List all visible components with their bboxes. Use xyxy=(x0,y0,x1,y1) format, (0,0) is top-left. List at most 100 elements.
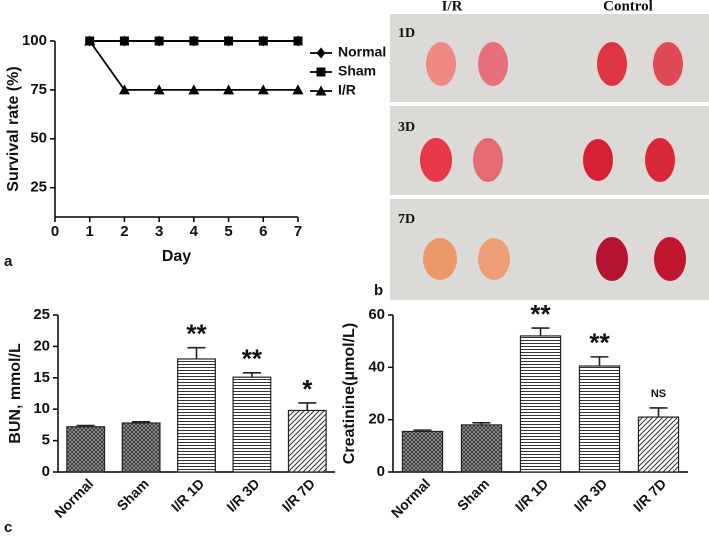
y-tick-label: 0 xyxy=(42,463,50,480)
marker xyxy=(293,35,303,47)
bar xyxy=(637,416,680,473)
marker xyxy=(189,35,199,47)
kidney xyxy=(478,238,510,280)
bar xyxy=(401,430,444,473)
annotation: ** xyxy=(186,319,207,349)
error-bar xyxy=(590,356,609,367)
annotation: ** xyxy=(589,328,610,358)
marker xyxy=(118,84,130,95)
legend-label: Sham xyxy=(338,63,376,79)
legend-label: Normal xyxy=(338,44,386,60)
x-tick-label: I/R 1D xyxy=(512,475,551,514)
y-tick-label: 75 xyxy=(30,81,47,98)
photo-column-label: Control xyxy=(603,0,653,14)
kidney xyxy=(596,237,628,281)
y-tick-label: 0 xyxy=(377,463,385,480)
kidney xyxy=(478,42,508,86)
marker xyxy=(188,84,200,95)
x-tick-label: Sham xyxy=(454,475,492,513)
kidney xyxy=(426,42,456,86)
kidney xyxy=(473,138,503,182)
annotation: * xyxy=(302,374,313,404)
y-axis-label: BUN, mmol/L xyxy=(7,343,24,444)
bar xyxy=(287,409,327,473)
kidneys xyxy=(420,42,686,281)
error-bar xyxy=(298,402,317,411)
error-bar xyxy=(531,327,550,336)
series-line xyxy=(88,40,298,91)
marker xyxy=(224,35,234,47)
y-tick-label: 25 xyxy=(33,306,50,323)
photo-row-label: 1D xyxy=(398,26,415,41)
annotation: ** xyxy=(242,344,263,374)
kidney xyxy=(423,238,457,280)
error-bar xyxy=(187,346,206,359)
marker xyxy=(292,84,304,95)
marker xyxy=(154,35,164,47)
marker xyxy=(316,47,326,59)
y-tick-label: 25 xyxy=(30,179,47,196)
x-tick-label: 5 xyxy=(224,223,232,240)
marker xyxy=(223,84,235,95)
y-tick-label: 60 xyxy=(368,306,385,323)
photo-row-label: 7D xyxy=(398,212,415,227)
marker xyxy=(153,84,165,95)
error-bar xyxy=(472,422,491,425)
kidney xyxy=(583,139,613,181)
x-tick-label: 6 xyxy=(259,223,267,240)
x-tick-label: 0 xyxy=(51,223,59,240)
y-tick-label: 50 xyxy=(30,130,47,147)
y-tick-label: 20 xyxy=(33,337,50,354)
marker xyxy=(315,85,327,96)
y-tick-label: 5 xyxy=(42,432,50,449)
kidney xyxy=(420,138,452,182)
photo-panel: I/R Control 1D 3D 7D xyxy=(390,0,709,300)
panel-label: b xyxy=(374,282,383,299)
marker xyxy=(316,67,326,77)
bar xyxy=(460,424,503,473)
bar xyxy=(519,335,562,473)
bar xyxy=(232,376,272,473)
error-bar xyxy=(76,424,95,427)
x-tick-label: Normal xyxy=(388,475,433,520)
photo-column-label: I/R xyxy=(442,0,463,14)
bar xyxy=(177,358,216,473)
marker xyxy=(85,35,95,47)
x-tick-label: Sham xyxy=(114,475,152,513)
x-tick-label: 1 xyxy=(86,223,94,240)
x-tick-label: Normal xyxy=(51,475,96,520)
x-tick-label: 3 xyxy=(155,223,163,240)
annotation: ** xyxy=(530,299,551,329)
y-tick-label: 15 xyxy=(33,369,50,386)
y-tick-label: 40 xyxy=(368,358,385,375)
bar xyxy=(121,422,161,473)
kidney xyxy=(597,42,627,86)
panel-label: c xyxy=(4,519,12,536)
kidney xyxy=(653,42,683,86)
kidney xyxy=(645,138,675,182)
x-tick-label: 2 xyxy=(120,223,128,240)
y-axis-label: Creatinine(μmol/L) xyxy=(341,323,358,464)
error-bar xyxy=(132,420,151,424)
kidney xyxy=(654,237,686,281)
error-bar xyxy=(413,429,432,432)
y-tick-label: 20 xyxy=(368,411,385,428)
x-tick-label: 4 xyxy=(190,223,199,240)
x-tick-label: I/R 1D xyxy=(168,475,207,514)
bar xyxy=(578,365,621,473)
x-axis-label: Day xyxy=(162,248,191,265)
marker xyxy=(258,35,268,47)
x-tick-label: I/R 3D xyxy=(223,475,262,514)
x-tick-label: 7 xyxy=(294,223,302,240)
x-tick-label: I/R 7D xyxy=(630,475,669,514)
x-tick-label: I/R 7D xyxy=(279,475,318,514)
panel-label: a xyxy=(4,253,13,270)
bar xyxy=(66,426,106,473)
legend-label: I/R xyxy=(338,82,356,98)
photo-row-label: 3D xyxy=(398,120,415,135)
error-bar xyxy=(649,407,668,418)
marker xyxy=(257,84,269,95)
y-axis-label: Survival rate (%) xyxy=(5,66,22,191)
